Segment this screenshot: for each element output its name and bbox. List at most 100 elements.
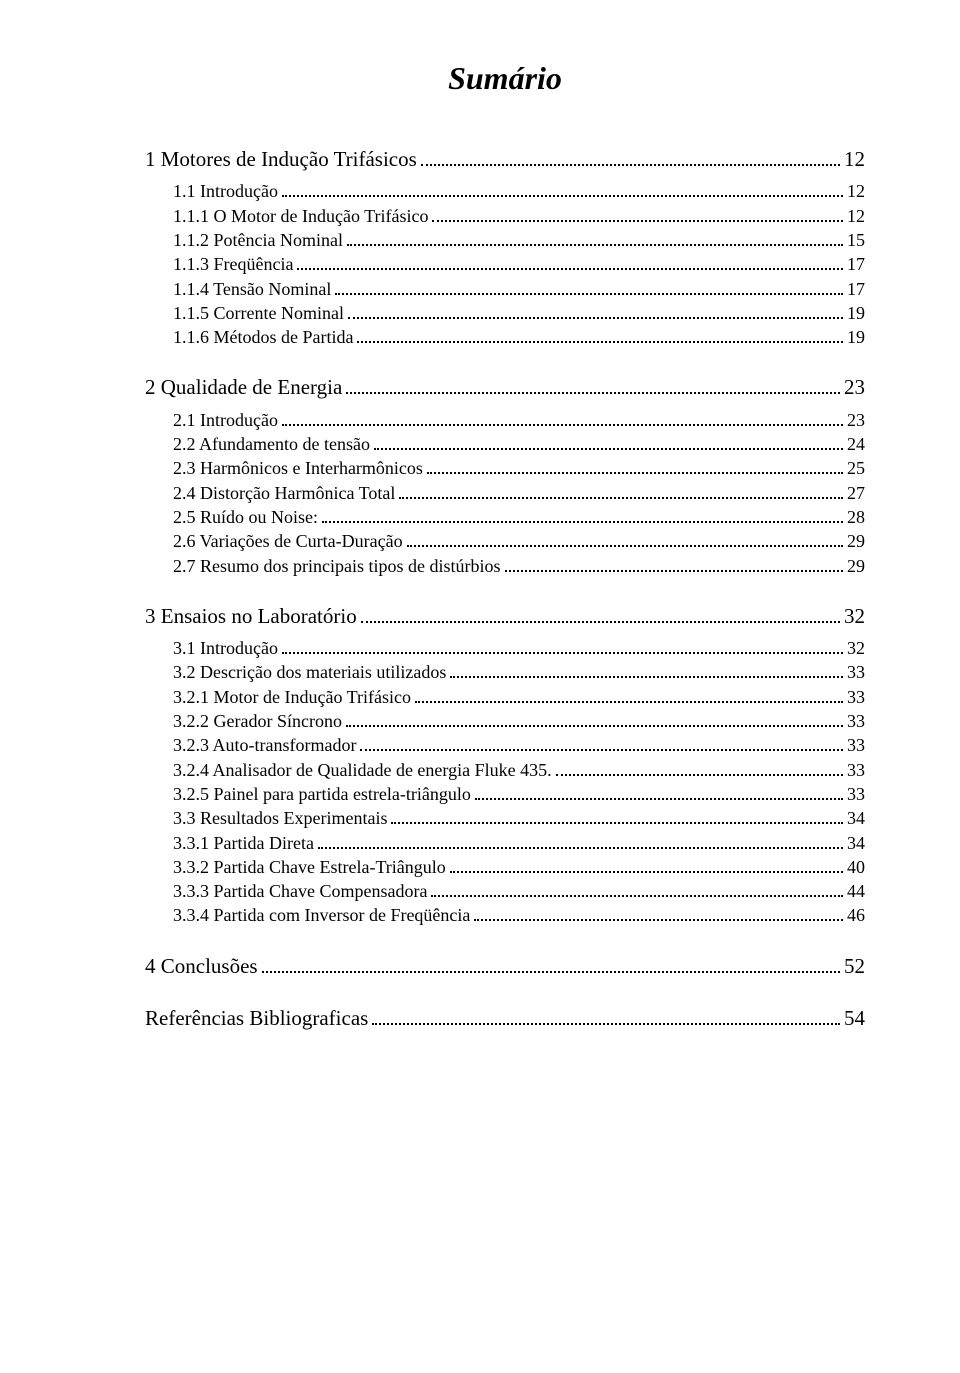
toc-entry-label: 3.2.5 Painel para partida estrela-triâng… [173, 782, 471, 806]
toc-entry-label: 4 Conclusões [145, 952, 258, 980]
toc-entry-page: 33 [847, 782, 865, 806]
toc-entry: 3.2.1 Motor de Indução Trifásico 33 [173, 685, 865, 709]
toc-entry: 2.7 Resumo dos principais tipos de distú… [173, 554, 865, 578]
toc-leader-dots [475, 786, 843, 800]
toc-entry-label: 1.1.1 O Motor de Indução Trifásico [173, 204, 428, 228]
toc-entry-page: 27 [847, 481, 865, 505]
toc-entry: 3.2.2 Gerador Síncrono 33 [173, 709, 865, 733]
toc-leader-dots [347, 232, 843, 246]
toc-leader-dots [262, 957, 840, 973]
toc-entry-label: 2 Qualidade de Energia [145, 373, 342, 401]
toc-entry: 3.1 Introdução32 [173, 636, 865, 660]
toc-leader-dots [318, 835, 843, 849]
toc-entry-label: 1 Motores de Indução Trifásicos [145, 145, 417, 173]
toc-entry-page: 46 [847, 903, 865, 927]
toc-entry-page: 19 [847, 325, 865, 349]
toc-entry-label: Referências Bibliograficas [145, 1004, 368, 1032]
toc-entry-label: 1.1.2 Potência Nominal [173, 228, 343, 252]
toc-leader-dots [399, 485, 843, 499]
toc-entry: 2.2 Afundamento de tensão24 [173, 432, 865, 456]
toc-entry-label: 3.2.3 Auto-transformador [173, 733, 356, 757]
toc-entry-page: 25 [847, 456, 865, 480]
toc-leader-dots [335, 281, 843, 295]
toc-entry-label: 2.1 Introdução [173, 408, 278, 432]
toc-leader-dots [372, 1009, 840, 1025]
toc-entry-label: 2.6 Variações de Curta-Duração [173, 529, 403, 553]
toc-entry-label: 3.3.1 Partida Direta [173, 831, 314, 855]
toc-entry: 3.2.3 Auto-transformador 33 [173, 733, 865, 757]
toc-entry-page: 17 [847, 277, 865, 301]
spacer [145, 349, 865, 373]
toc-entry: 1.1.5 Corrente Nominal 19 [173, 301, 865, 325]
toc-entry-label: 2.5 Ruído ou Noise: [173, 505, 318, 529]
toc-entry-label: 1.1.6 Métodos de Partida [173, 325, 353, 349]
toc-leader-dots [431, 883, 843, 897]
toc-entry-page: 33 [847, 758, 865, 782]
toc-entry: 2.5 Ruído ou Noise: 28 [173, 505, 865, 529]
toc-entry-page: 44 [847, 879, 865, 903]
toc-leader-dots [282, 641, 843, 655]
toc-entry-page: 28 [847, 505, 865, 529]
toc-entry-label: 1.1.5 Corrente Nominal [173, 301, 344, 325]
toc-entry-page: 33 [847, 660, 865, 684]
toc-leader-dots [407, 534, 843, 548]
toc-leader-dots [415, 689, 843, 703]
toc-entry-label: 3.3.4 Partida com Inversor de Freqüência [173, 903, 470, 927]
toc-leader-dots [361, 607, 840, 623]
toc-entry-page: 32 [844, 602, 865, 630]
toc-entry: 2.6 Variações de Curta-Duração 29 [173, 529, 865, 553]
toc-leader-dots [348, 305, 843, 319]
toc-entry-page: 19 [847, 301, 865, 325]
toc-entry-page: 33 [847, 709, 865, 733]
toc-entry-page: 24 [847, 432, 865, 456]
toc-leader-dots [421, 150, 840, 166]
toc-entry: 3.3.1 Partida Direta 34 [173, 831, 865, 855]
toc-entry-page: 54 [844, 1004, 865, 1032]
page: Sumário 1 Motores de Indução Trifásicos1… [0, 0, 960, 1373]
toc-entry-page: 29 [847, 554, 865, 578]
toc-entry: 2.1 Introdução 23 [173, 408, 865, 432]
toc-leader-dots [450, 859, 843, 873]
toc-entry-label: 3.2 Descrição dos materiais utilizados [173, 660, 446, 684]
toc-leader-dots [346, 379, 840, 395]
toc-entry-page: 12 [847, 179, 865, 203]
toc-entry: 1.1.2 Potência Nominal15 [173, 228, 865, 252]
toc-leader-dots [282, 184, 843, 198]
toc-entry: 3.2.4 Analisador de Qualidade de energia… [173, 758, 865, 782]
toc-leader-dots [374, 436, 843, 450]
spacer [145, 980, 865, 1004]
toc-entry-label: 1.1 Introdução [173, 179, 278, 203]
toc-entry-label: 3.2.2 Gerador Síncrono [173, 709, 342, 733]
toc-entry-page: 33 [847, 685, 865, 709]
toc-entry-label: 1.1.3 Freqüência [173, 252, 293, 276]
toc-leader-dots [450, 665, 843, 679]
toc-entry-label: 3.2.4 Analisador de Qualidade de energia… [173, 758, 552, 782]
toc-leader-dots [432, 208, 843, 222]
toc-leader-dots [357, 329, 843, 343]
toc-entry-page: 34 [847, 831, 865, 855]
toc-entry-page: 17 [847, 252, 865, 276]
toc-leader-dots [282, 412, 843, 426]
toc-entry: 1.1.3 Freqüência 17 [173, 252, 865, 276]
toc-entry-page: 40 [847, 855, 865, 879]
toc-entry: 2 Qualidade de Energia 23 [145, 373, 865, 401]
toc-entry-label: 2.4 Distorção Harmônica Total [173, 481, 395, 505]
toc-entry-page: 29 [847, 529, 865, 553]
toc-entry: 3.3 Resultados Experimentais34 [173, 806, 865, 830]
toc-entry-page: 23 [847, 408, 865, 432]
toc-leader-dots [427, 461, 843, 475]
toc-entry-label: 3.3.3 Partida Chave Compensadora [173, 879, 427, 903]
toc-entry-label: 2.7 Resumo dos principais tipos de distú… [173, 554, 501, 578]
toc-entry-page: 33 [847, 733, 865, 757]
toc-entry: 3.2 Descrição dos materiais utilizados 33 [173, 660, 865, 684]
toc-entry-label: 3.2.1 Motor de Indução Trifásico [173, 685, 411, 709]
toc-entry-label: 3.1 Introdução [173, 636, 278, 660]
toc-entry: 1.1.6 Métodos de Partida 19 [173, 325, 865, 349]
toc-entry: 1.1.4 Tensão Nominal17 [173, 277, 865, 301]
toc-entry: 2.4 Distorção Harmônica Total 27 [173, 481, 865, 505]
table-of-contents: 1 Motores de Indução Trifásicos 12 1.1 Int… [145, 145, 865, 1032]
toc-entry: 3.3.3 Partida Chave Compensadora 44 [173, 879, 865, 903]
toc-entry-page: 23 [844, 373, 865, 401]
toc-leader-dots [556, 762, 843, 776]
toc-entry-page: 52 [844, 952, 865, 980]
